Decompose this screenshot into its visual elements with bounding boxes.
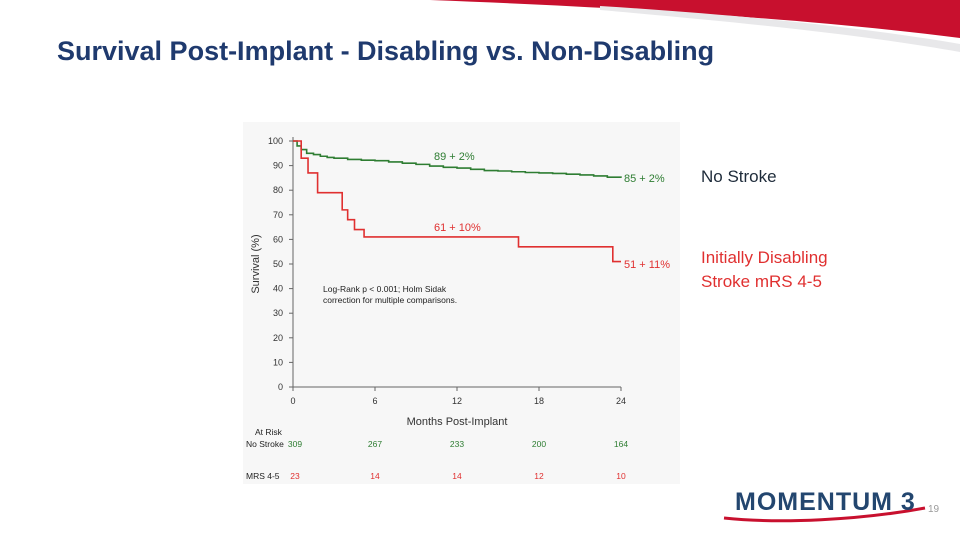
y-axis-title: Survival (%)	[250, 234, 262, 293]
page-number: 19	[928, 504, 940, 515]
legend-label-disabling-line2: Stroke mRS 4-5	[701, 272, 822, 291]
at-risk-row-label: No Stroke	[246, 439, 284, 449]
estimate-label: 89 + 2%	[434, 151, 475, 163]
y-tick-label: 0	[278, 382, 283, 392]
banner-red-swoosh	[430, 0, 960, 38]
banner-light-swoosh	[600, 6, 960, 52]
y-tick-label: 70	[273, 210, 283, 220]
x-tick-label: 18	[534, 396, 544, 406]
y-tick-label: 100	[268, 136, 283, 146]
logo-text: MOMENTUM 3	[735, 488, 916, 516]
at-risk-heading: At Risk	[255, 427, 283, 437]
at-risk-value: 23	[290, 471, 300, 481]
top-banner	[430, 0, 960, 52]
at-risk-value: 267	[368, 439, 382, 449]
y-tick-label: 40	[273, 284, 283, 294]
stats-note-line: correction for multiple comparisons.	[323, 295, 457, 305]
estimate-label: 61 + 10%	[434, 222, 481, 234]
at-risk-value: 164	[614, 439, 628, 449]
chart-panel	[243, 122, 680, 484]
y-tick-label: 80	[273, 185, 283, 195]
y-tick-label: 10	[273, 357, 283, 367]
series-line-disabling	[293, 140, 621, 263]
legend-label-no-stroke: No Stroke	[701, 167, 777, 186]
y-tick-label: 90	[273, 161, 283, 171]
stats-note-line: Log-Rank p < 0.001; Holm Sidak	[323, 284, 447, 294]
at-risk-value: 14	[370, 471, 380, 481]
x-tick-label: 12	[452, 396, 462, 406]
y-tick-label: 60	[273, 234, 283, 244]
y-tick-label: 50	[273, 259, 283, 269]
at-risk-value: 14	[452, 471, 462, 481]
x-tick-label: 24	[616, 396, 626, 406]
logo-swoosh-icon	[723, 506, 926, 523]
series-line-no-stroke	[293, 140, 622, 178]
x-tick-label: 0	[290, 396, 295, 406]
legend-label-disabling-line1: Initially Disabling	[701, 248, 828, 267]
estimate-label: 85 + 2%	[624, 173, 665, 185]
at-risk-value: 309	[288, 439, 302, 449]
y-tick-label: 20	[273, 333, 283, 343]
x-tick-label: 6	[372, 396, 377, 406]
at-risk-value: 12	[534, 471, 544, 481]
at-risk-value: 233	[450, 439, 464, 449]
x-axis-title: Months Post-Implant	[407, 416, 508, 428]
at-risk-value: 10	[616, 471, 626, 481]
estimate-label: 51 + 11%	[624, 259, 670, 271]
y-tick-label: 30	[273, 308, 283, 318]
slide-title: Survival Post-Implant - Disabling vs. No…	[57, 36, 715, 66]
at-risk-value: 200	[532, 439, 546, 449]
at-risk-row-label: MRS 4-5	[246, 471, 280, 481]
